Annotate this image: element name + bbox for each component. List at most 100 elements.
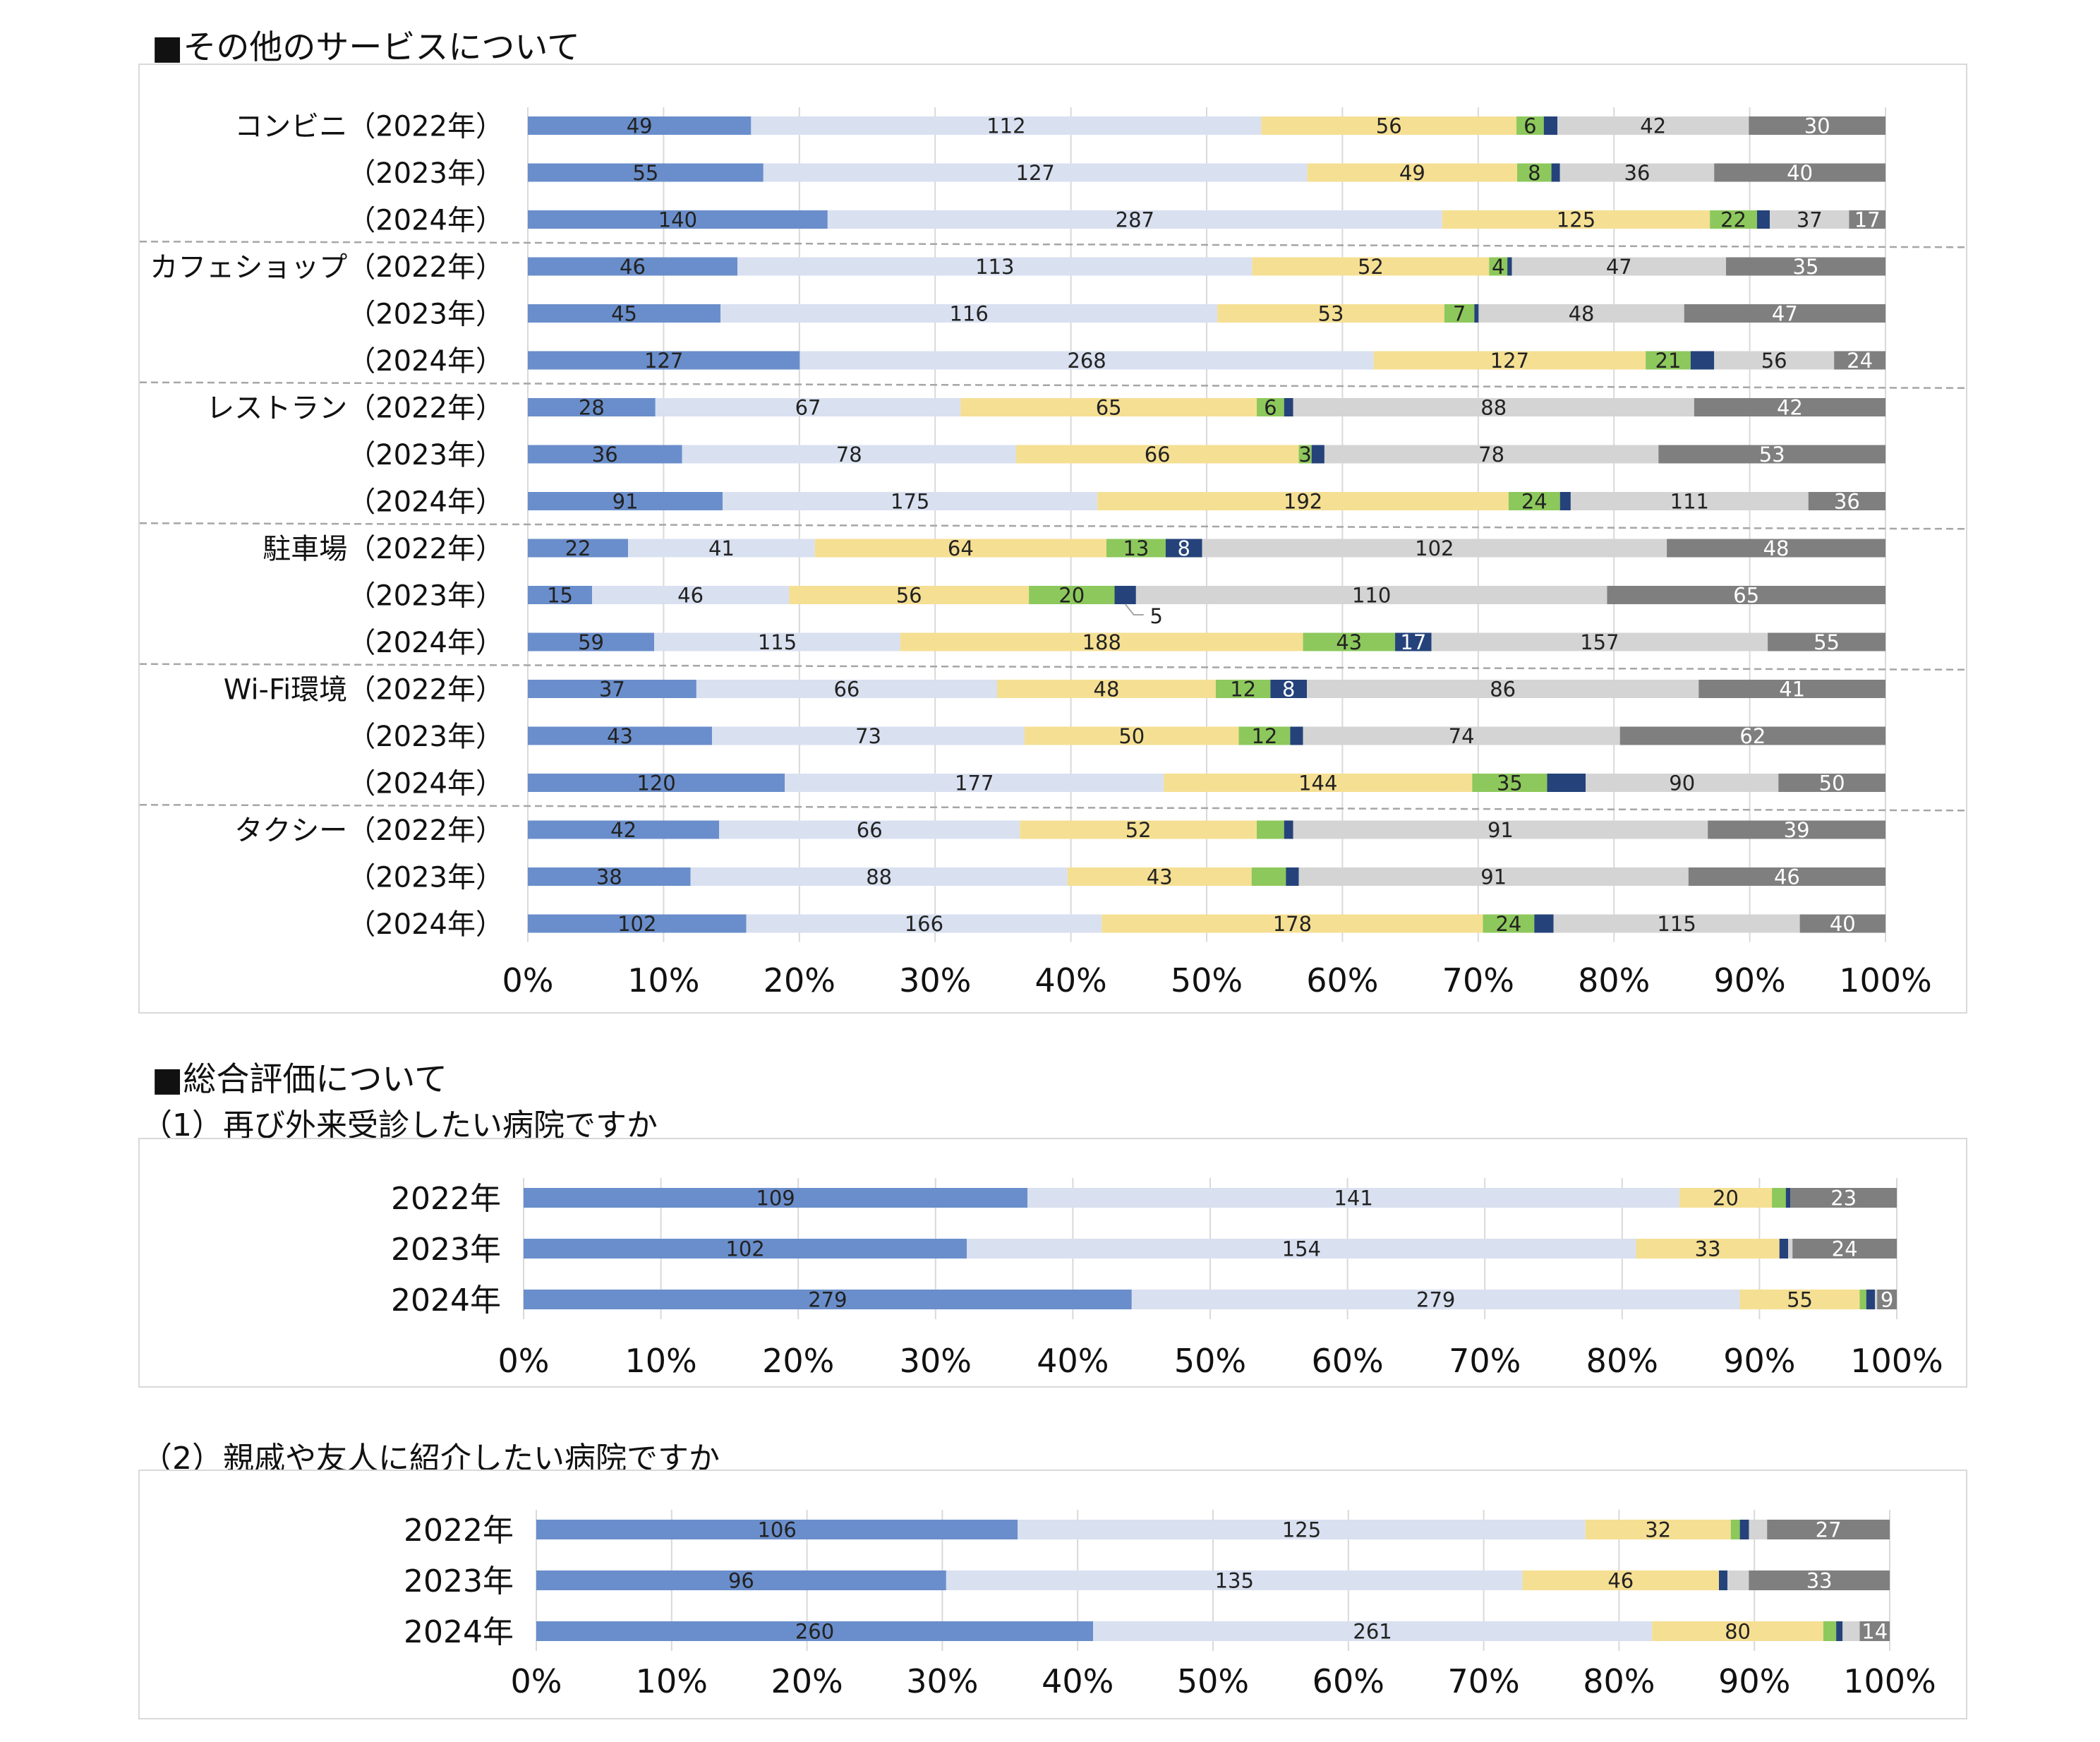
category-label: （2023年） bbox=[347, 579, 504, 612]
bar-segment bbox=[1652, 1621, 1823, 1641]
data-label: 56 bbox=[1376, 114, 1402, 138]
group-separator bbox=[139, 241, 1967, 248]
data-label: 144 bbox=[1298, 771, 1337, 795]
bar-segment bbox=[528, 680, 696, 698]
section2-heading: ■総合評価について bbox=[152, 1060, 447, 1099]
category-label: タクシー（2022年） bbox=[234, 815, 504, 847]
data-label: 86 bbox=[1490, 677, 1516, 701]
data-label: 261 bbox=[1353, 1619, 1392, 1643]
x-tick-label: 90% bbox=[1723, 1342, 1795, 1380]
data-label: 37 bbox=[1797, 208, 1823, 232]
bar-segment bbox=[1508, 492, 1560, 510]
x-tick-label: 0% bbox=[511, 1662, 562, 1700]
bar-segment bbox=[1842, 1621, 1860, 1641]
data-label: 9 bbox=[1881, 1287, 1893, 1311]
data-label: 49 bbox=[1399, 161, 1425, 185]
bar-segment bbox=[1478, 304, 1684, 323]
data-label: 102 bbox=[617, 912, 656, 936]
category-label: レストラン（2022年） bbox=[206, 392, 504, 424]
bar-segment bbox=[1718, 1570, 1728, 1590]
bar-segment bbox=[524, 1188, 1028, 1208]
data-label: 12 bbox=[1251, 724, 1277, 748]
bar-segment bbox=[1779, 1239, 1789, 1259]
data-label: 268 bbox=[1067, 349, 1106, 373]
bar-segment bbox=[1708, 820, 1885, 839]
data-label: 91 bbox=[1480, 865, 1507, 889]
chart1-frame: 0% 10% 20% 30% 40% 50% 60% 70% 80% 90% 100% コンビニ（20… bbox=[138, 64, 1967, 1014]
data-label: 135 bbox=[1215, 1568, 1254, 1592]
data-label: 36 bbox=[592, 443, 618, 467]
category-label: 駐車場（2022年） bbox=[262, 533, 504, 565]
data-label: 88 bbox=[866, 865, 892, 889]
data-label: 32 bbox=[1645, 1518, 1671, 1542]
data-label: 42 bbox=[610, 818, 636, 842]
data-label: 43 bbox=[607, 724, 633, 748]
bar-segment bbox=[946, 1570, 1523, 1590]
x-tick-label: 80% bbox=[1586, 1342, 1658, 1380]
x-tick-label: 90% bbox=[1713, 961, 1785, 999]
bar-segment bbox=[1025, 726, 1239, 745]
data-label: 52 bbox=[1358, 255, 1384, 279]
data-label: 24 bbox=[1495, 912, 1521, 936]
x-tick-label: 40% bbox=[1037, 1342, 1109, 1380]
bar-segment bbox=[1636, 1239, 1780, 1259]
data-label: 66 bbox=[857, 818, 883, 842]
x-tick-label: 80% bbox=[1583, 1662, 1655, 1700]
bar-segment bbox=[1788, 1239, 1793, 1259]
data-label: 46 bbox=[1774, 865, 1800, 889]
chart2-frame: 0% 10% 20% 30% 40% 50% 60% 70% 80% 90% 100% 2022年 10… bbox=[138, 1138, 1967, 1388]
bar-segment bbox=[1261, 116, 1517, 135]
bar-segment bbox=[1015, 445, 1299, 464]
bar-segment bbox=[1534, 914, 1554, 933]
x-tick-label: 30% bbox=[900, 1342, 972, 1380]
data-label: 41 bbox=[1779, 677, 1805, 701]
data-label: 24 bbox=[1521, 489, 1547, 513]
bar-segment bbox=[1646, 351, 1691, 370]
data-label: 42 bbox=[1640, 114, 1666, 138]
data-label: 55 bbox=[1814, 630, 1840, 654]
group-separator bbox=[139, 522, 1967, 530]
data-label: 36 bbox=[1624, 161, 1651, 185]
bar-segment bbox=[690, 867, 1068, 886]
bar-segment bbox=[1472, 774, 1547, 792]
data-label: 45 bbox=[611, 301, 637, 325]
data-label: 141 bbox=[1334, 1186, 1372, 1210]
bar-segment bbox=[1749, 1520, 1768, 1539]
bar-segment bbox=[528, 632, 655, 651]
bar-segment bbox=[723, 492, 1098, 510]
bar-segment bbox=[1373, 351, 1646, 370]
x-tick-label: 0% bbox=[502, 961, 554, 999]
bar-segment bbox=[1688, 867, 1885, 886]
bar-segment bbox=[528, 539, 629, 558]
bar-segment bbox=[814, 539, 1106, 558]
bar-segment bbox=[528, 867, 691, 886]
category-label: カフェショップ（2022年） bbox=[150, 251, 504, 284]
bar-segment bbox=[1284, 820, 1293, 839]
bar-segment bbox=[1474, 304, 1479, 323]
data-label: 23 bbox=[1830, 1186, 1857, 1210]
bar-segment bbox=[1284, 398, 1293, 416]
bar-segment bbox=[1217, 304, 1444, 323]
data-label: 127 bbox=[644, 349, 683, 373]
bar-segment bbox=[751, 116, 1262, 135]
data-label: 46 bbox=[620, 255, 646, 279]
bar-segment bbox=[1770, 210, 1849, 229]
data-label: 20 bbox=[1058, 583, 1085, 607]
data-label: 178 bbox=[1273, 912, 1312, 936]
bar-segment bbox=[1808, 492, 1885, 510]
data-label: 21 bbox=[1655, 349, 1682, 373]
category-label: 2022年 bbox=[404, 1513, 514, 1549]
category-label: （2024年） bbox=[347, 204, 504, 236]
data-label: 8 bbox=[1177, 536, 1190, 560]
data-label: 35 bbox=[1793, 255, 1819, 279]
x-tick-label: 80% bbox=[1578, 961, 1650, 999]
chart3-svg: 0% 10% 20% 30% 40% 50% 60% 70% 80% 90% 100% 2022年 10… bbox=[404, 1510, 1936, 1700]
bar-segment bbox=[1027, 1188, 1680, 1208]
bar-segment bbox=[1710, 210, 1757, 229]
data-label: 112 bbox=[986, 114, 1025, 138]
data-label: 36 bbox=[1834, 489, 1860, 513]
data-label: 120 bbox=[636, 771, 675, 795]
data-label: 43 bbox=[1336, 630, 1362, 654]
x-tick-label: 90% bbox=[1718, 1662, 1790, 1700]
category-label: 2023年 bbox=[391, 1232, 501, 1268]
